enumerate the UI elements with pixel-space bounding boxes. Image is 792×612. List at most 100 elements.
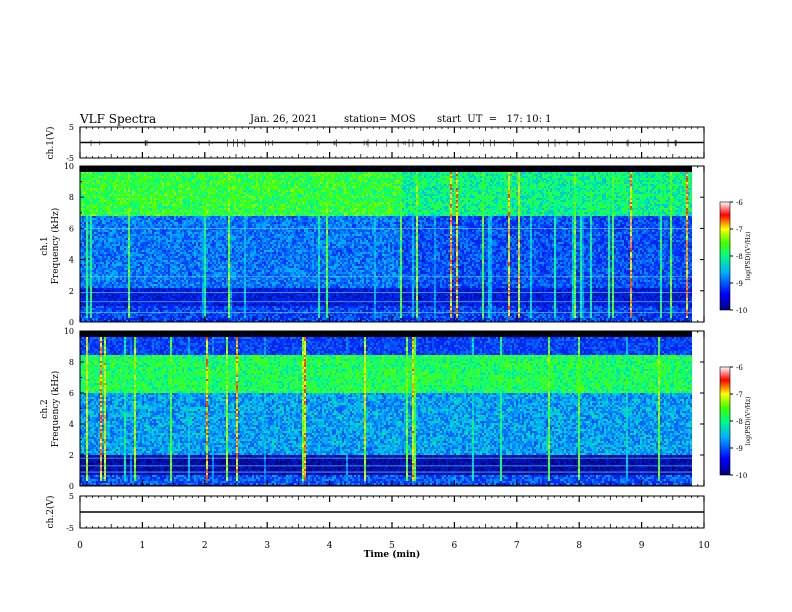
spec-ch1-cell bbox=[92, 236, 94, 238]
spec-ch1-cell bbox=[86, 210, 88, 212]
spec-ch1-cell bbox=[86, 288, 88, 290]
spec-ch1-cell bbox=[102, 184, 104, 186]
spec-ch1-cell bbox=[96, 268, 98, 270]
spec-ch1-cell bbox=[94, 314, 96, 316]
spec-ch1-cell bbox=[100, 236, 102, 238]
spec-ch1-cell bbox=[94, 262, 96, 264]
spec-ch1-cell bbox=[100, 180, 102, 182]
spec-ch1-cell bbox=[100, 178, 102, 180]
spec-ch1-cell bbox=[94, 236, 96, 238]
spec-ch1-cell bbox=[86, 252, 88, 254]
spec-ch1-cell bbox=[90, 302, 92, 304]
spec-ch1-cell bbox=[94, 246, 96, 248]
spec-ch1-cell bbox=[100, 308, 102, 310]
spec-ch1-cell bbox=[98, 314, 100, 316]
spec-ch1-cell bbox=[98, 248, 100, 250]
spec-ch1-cell bbox=[94, 316, 96, 318]
spec-ch1-cell bbox=[82, 202, 84, 204]
spec-ch1-cell bbox=[94, 176, 96, 178]
spec-ch1-cell bbox=[82, 220, 84, 222]
spec-ch1-cell bbox=[100, 306, 102, 308]
spec-ch1-cell bbox=[98, 216, 100, 218]
spec-ch1-cell bbox=[88, 236, 90, 238]
spec-ch1-cell bbox=[88, 184, 90, 186]
spec-ch1-cell bbox=[84, 180, 86, 182]
spec-ch1-cell bbox=[98, 214, 100, 216]
spec-ch1-cell bbox=[84, 220, 86, 222]
spec-ch1-cell bbox=[84, 288, 86, 290]
spec-ch1-cell bbox=[88, 188, 90, 190]
spec-ch1-cell bbox=[96, 252, 98, 254]
spec-ch1-cell bbox=[84, 304, 86, 306]
spec-ch1-cell bbox=[90, 250, 92, 252]
spec-ch1-cell bbox=[100, 316, 102, 318]
spec-ch1-cell bbox=[90, 306, 92, 308]
spec-ch1-cell bbox=[98, 298, 100, 300]
spec-ch1-cell bbox=[98, 264, 100, 266]
spec-ch1-cell bbox=[86, 298, 88, 300]
spec-ch1-cell bbox=[94, 220, 96, 222]
spec-ch1-cell bbox=[100, 258, 102, 260]
spec-ch1-cell bbox=[84, 294, 86, 296]
spec-ch1-cell bbox=[86, 290, 88, 292]
spec-ch1-cell bbox=[92, 206, 94, 208]
spec-ch1-cell bbox=[94, 244, 96, 246]
spec-ch1-cell bbox=[82, 230, 84, 232]
spec-ch1-cell bbox=[100, 234, 102, 236]
spec-ch1-cell bbox=[82, 250, 84, 252]
spec-ch1-cell bbox=[90, 210, 92, 212]
spec-ch1-cell bbox=[100, 218, 102, 220]
spec-ch1-cell bbox=[92, 264, 94, 266]
spec-ch1-cell bbox=[84, 270, 86, 272]
spec-ch1-cell bbox=[92, 266, 94, 268]
spec-ch1-cell bbox=[96, 274, 98, 276]
spec-ch1-cell bbox=[96, 288, 98, 290]
spec-ch1-cell bbox=[92, 214, 94, 216]
spec-ch1-cell bbox=[82, 264, 84, 266]
spec-ch1-cell bbox=[84, 186, 86, 188]
spec-ch1-cell bbox=[86, 216, 88, 218]
spec-ch1-cell bbox=[100, 214, 102, 216]
spec-ch1-cell bbox=[86, 260, 88, 262]
spec-ch1-cell bbox=[92, 186, 94, 188]
spec-ch1-cell bbox=[86, 256, 88, 258]
spec-ch1-cell bbox=[86, 232, 88, 234]
spec-ch1-cell bbox=[90, 182, 92, 184]
spec-ch1-cell bbox=[100, 220, 102, 222]
spec-ch1-cell bbox=[92, 244, 94, 246]
spec-ch1-cell bbox=[96, 308, 98, 310]
spec-ch1-cell bbox=[88, 288, 90, 290]
spec-ch1-cell bbox=[86, 192, 88, 194]
spec-ch1-cell bbox=[90, 318, 92, 320]
spec-ch1-cell bbox=[92, 272, 94, 274]
spec-ch1-cell bbox=[94, 222, 96, 224]
spec-ch1-cell bbox=[96, 242, 98, 244]
spec-ch1-cell bbox=[100, 186, 102, 188]
spec-ch1-cell bbox=[100, 264, 102, 266]
spec-ch1-cell bbox=[92, 318, 94, 320]
spec-ch1-cell bbox=[86, 274, 88, 276]
spec-ch1-cell bbox=[96, 240, 98, 242]
spec-ch1-cell bbox=[82, 186, 84, 188]
spec-ch1-cell bbox=[88, 270, 90, 272]
spec-ch1-cell bbox=[88, 280, 90, 282]
spec-ch1-cell bbox=[96, 302, 98, 304]
spec-ch1-cell bbox=[84, 298, 86, 300]
spec-ch1-cell bbox=[82, 296, 84, 298]
spec-ch1-cell bbox=[88, 294, 90, 296]
spec-ch1-cell bbox=[94, 268, 96, 270]
spec-ch1-cell bbox=[100, 290, 102, 292]
spec-ch1-cell bbox=[84, 254, 86, 256]
spec-ch1-cell bbox=[84, 198, 86, 200]
spec-ch1-cell bbox=[98, 258, 100, 260]
spec-ch1-cell bbox=[94, 226, 96, 228]
spec-ch1-cell bbox=[86, 180, 88, 182]
spec-ch1-cell bbox=[94, 252, 96, 254]
spec-ch1-cell bbox=[98, 316, 100, 318]
spec-ch1-cell bbox=[96, 250, 98, 252]
spec-ch1-cell bbox=[88, 226, 90, 228]
spec-ch1-cell bbox=[86, 234, 88, 236]
spec-ch1-cell bbox=[86, 310, 88, 312]
spec-ch1-cell bbox=[96, 314, 98, 316]
spec-ch1-cell bbox=[86, 168, 88, 170]
